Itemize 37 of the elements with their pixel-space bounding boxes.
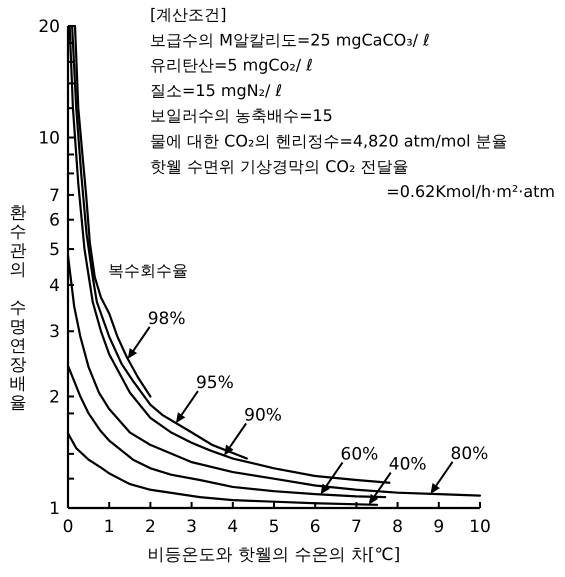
annotation: 보급수의 M알칼리도=25 mgCaCO₃/ ℓ	[150, 30, 430, 50]
series-label: 80%	[450, 444, 488, 464]
x-tick-label: 9	[433, 517, 444, 537]
x-tick-label: 3	[186, 517, 198, 537]
series-label: 98%	[148, 308, 186, 329]
legend-title: 복수회수율	[108, 261, 188, 280]
y-tick-label: 6	[49, 210, 60, 231]
x-tick-label: 10	[469, 517, 491, 537]
annotation: 보일러수의 농축배수=15	[150, 106, 333, 126]
x-tick-label: 1	[104, 517, 115, 537]
y-tick-label: 4	[49, 276, 60, 296]
annotation: 물에 대한 CO₂의 헨리정수=4,820 atm/mol 분율	[150, 132, 508, 150]
y-tick-label: 3	[49, 322, 60, 342]
annotation: 핫웰 수면위 기상경막의 CO₂ 전달율	[150, 156, 409, 176]
x-tick-label: 5	[268, 517, 280, 537]
series-label: 60%	[340, 444, 378, 464]
text: 환수관의 수명연장배율	[10, 203, 26, 413]
y-tick-label: 5	[49, 240, 60, 260]
y-tick-label: 7	[49, 186, 60, 206]
text: 95%	[196, 373, 234, 394]
annotation: =0.62Kmol/h·m²·atm	[386, 182, 555, 202]
x-axis-title: 비등온도와 핫웰의 수온의 차[℃]	[148, 545, 400, 565]
x-tick-label: 4	[227, 517, 238, 537]
y-tick-label: 2	[49, 387, 60, 408]
x-tick-label: 8	[392, 517, 404, 537]
x-tick-label: 6	[310, 517, 321, 537]
text: 90%	[244, 405, 282, 426]
legend-label: 40%	[388, 454, 427, 475]
x-tick-label: 7	[350, 517, 362, 537]
y-tick-label: 1	[49, 499, 60, 519]
y-tick-label: 20	[38, 17, 60, 37]
annotation: 질소=15 mgN₂/ ℓ	[150, 80, 282, 100]
x-tick-label: 2	[144, 517, 156, 537]
x-tick-label: 0	[62, 517, 74, 537]
y-tick-label: 10	[38, 128, 60, 149]
text: [계산조건]	[150, 5, 226, 24]
annotation: 유리탄산=5 mgCo₂/ ℓ	[150, 56, 313, 75]
